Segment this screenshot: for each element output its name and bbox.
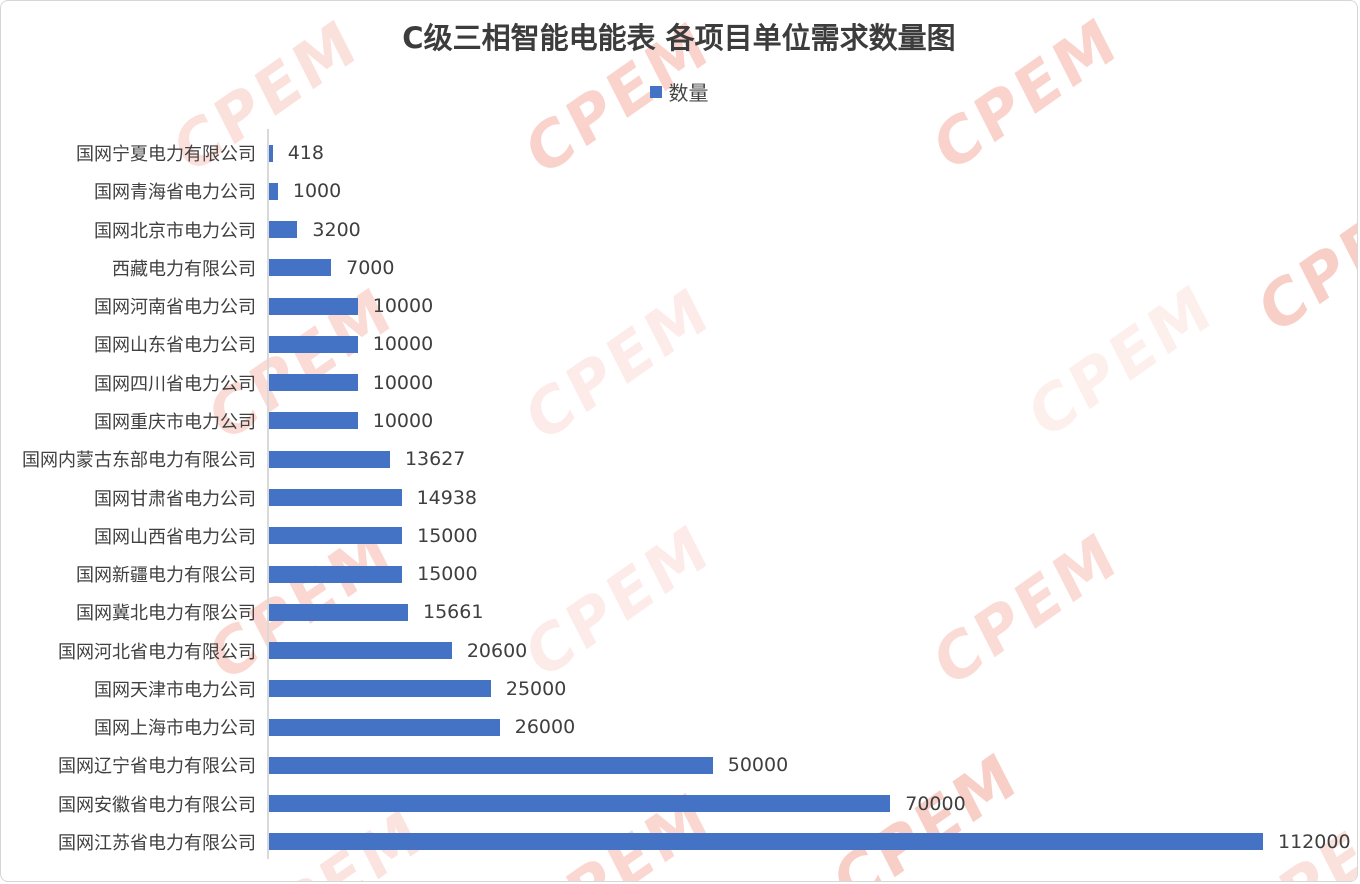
value-label: 10000 bbox=[372, 295, 434, 318]
y-axis-line bbox=[267, 129, 269, 859]
category-label: 国网江苏省电力有限公司 bbox=[58, 832, 256, 854]
bar bbox=[269, 297, 358, 315]
bar-row: 国网新疆电力有限公司 15000 bbox=[1, 555, 1357, 593]
bar-row: 国网山西省电力公司 15000 bbox=[1, 517, 1357, 555]
value-label: 15000 bbox=[417, 524, 478, 547]
category-label: 国网上海市电力公司 bbox=[94, 718, 256, 740]
bar-row: 国网河南省电力公司 10000 bbox=[1, 287, 1357, 325]
legend-label: 数量 bbox=[668, 81, 709, 105]
category-label: 国网天津市电力公司 bbox=[94, 679, 256, 701]
category-label: 国网甘肃省电力公司 bbox=[94, 488, 256, 510]
bar-row: 国网山东省电力公司 10000 bbox=[1, 325, 1357, 363]
value-label: 15661 bbox=[422, 601, 484, 624]
bar bbox=[269, 565, 403, 583]
bar bbox=[269, 259, 332, 277]
bar bbox=[269, 756, 713, 774]
bar bbox=[269, 527, 403, 545]
bar-row: 国网四川省电力公司 10000 bbox=[1, 364, 1357, 402]
category-label: 国网辽宁省电力有限公司 bbox=[58, 756, 256, 778]
category-label: 国网山东省电力公司 bbox=[94, 335, 256, 357]
bar bbox=[269, 718, 500, 736]
value-label: 15000 bbox=[417, 563, 478, 586]
bar bbox=[269, 680, 491, 698]
value-label: 112000 bbox=[1278, 830, 1351, 853]
legend-marker bbox=[649, 85, 662, 98]
bar-row: 西藏电力有限公司 7000 bbox=[1, 249, 1357, 287]
legend: 数量 bbox=[1, 77, 1357, 106]
bar bbox=[269, 833, 1263, 851]
value-label: 10000 bbox=[372, 333, 434, 356]
value-label: 20600 bbox=[466, 639, 528, 662]
value-label: 3200 bbox=[312, 218, 361, 241]
bar-row: 国网江苏省电力有限公司 112000 bbox=[1, 823, 1357, 861]
bar-row: 国网河北省电力有限公司 20600 bbox=[1, 631, 1357, 669]
bar-row: 国网甘肃省电力公司 14938 bbox=[1, 478, 1357, 516]
value-label: 25000 bbox=[505, 677, 567, 700]
category-label: 国网宁夏电力有限公司 bbox=[76, 144, 256, 166]
bar-row: 国网北京市电力公司 3200 bbox=[1, 211, 1357, 249]
bar bbox=[269, 144, 273, 162]
bar bbox=[269, 795, 891, 813]
bar-row: 国网安徽省电力有限公司 70000 bbox=[1, 785, 1357, 823]
category-label: 国网四川省电力公司 bbox=[94, 373, 256, 395]
bar bbox=[269, 374, 358, 392]
bar bbox=[269, 489, 402, 507]
bar bbox=[269, 603, 408, 621]
category-label: 国网北京市电力公司 bbox=[94, 220, 256, 242]
plot-area: 国网宁夏电力有限公司 418 国网青海省电力公司 1000 国网北京市电力公司 3200 西… bbox=[1, 134, 1357, 861]
bar-row: 国网辽宁省电力有限公司 50000 bbox=[1, 746, 1357, 784]
bar bbox=[269, 335, 358, 353]
category-label: 西藏电力有限公司 bbox=[112, 258, 256, 280]
value-label: 1000 bbox=[292, 180, 342, 203]
value-label: 50000 bbox=[727, 754, 789, 777]
value-label: 418 bbox=[287, 142, 324, 165]
value-label: 26000 bbox=[514, 716, 576, 739]
bar-row: 国网上海市电力公司 26000 bbox=[1, 708, 1357, 746]
bar bbox=[269, 450, 390, 468]
chart-title: C级三相智能电能表 各项目单位需求数量图 bbox=[402, 21, 956, 55]
category-label: 国网河北省电力有限公司 bbox=[58, 641, 256, 663]
value-label: 70000 bbox=[905, 792, 966, 815]
value-label: 10000 bbox=[372, 409, 434, 432]
value-label: 14938 bbox=[416, 486, 478, 509]
category-label: 国网冀北电力有限公司 bbox=[76, 603, 256, 625]
category-label: 国网河南省电力公司 bbox=[94, 297, 256, 319]
bar-row: 国网重庆市电力公司 10000 bbox=[1, 402, 1357, 440]
category-label: 国网青海省电力公司 bbox=[94, 182, 256, 204]
category-label: 国网安徽省电力有限公司 bbox=[58, 794, 256, 816]
bar bbox=[269, 221, 298, 239]
category-label: 国网内蒙古东部电力有限公司 bbox=[22, 450, 256, 472]
bar-row: 国网青海省电力公司 1000 bbox=[1, 172, 1357, 210]
value-label: 10000 bbox=[372, 371, 434, 394]
value-label: 13627 bbox=[404, 448, 466, 471]
bar-row: 国网内蒙古东部电力有限公司 13627 bbox=[1, 440, 1357, 478]
bar-row: 国网天津市电力公司 25000 bbox=[1, 670, 1357, 708]
bar bbox=[269, 412, 358, 430]
bar bbox=[269, 182, 278, 200]
bar bbox=[269, 642, 452, 660]
bar-row: 国网宁夏电力有限公司 418 bbox=[1, 134, 1357, 172]
value-label: 7000 bbox=[346, 256, 395, 279]
category-label: 国网山西省电力公司 bbox=[94, 526, 256, 548]
category-label: 国网新疆电力有限公司 bbox=[76, 565, 256, 587]
category-label: 国网重庆市电力公司 bbox=[94, 411, 256, 433]
bar-row: 国网冀北电力有限公司 15661 bbox=[1, 593, 1357, 631]
